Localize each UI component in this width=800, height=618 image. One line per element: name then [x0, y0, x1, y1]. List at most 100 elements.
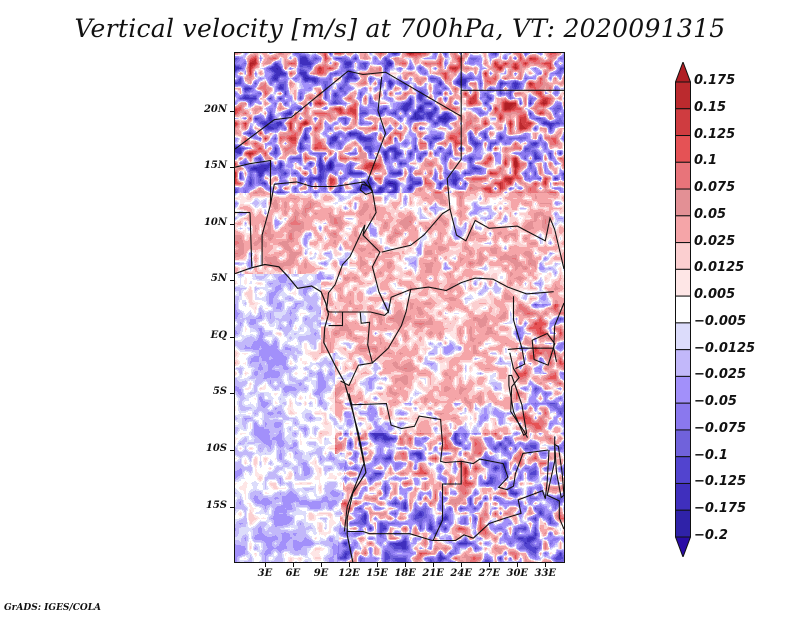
border-line: [343, 393, 365, 532]
y-tick: [230, 110, 234, 112]
y-tick: [230, 336, 234, 338]
border-line: [461, 449, 549, 491]
colorbar-label: −0.075: [694, 420, 747, 436]
colorbar-label: −0.2: [694, 528, 728, 543]
x-tick: [320, 563, 322, 567]
grads-credit: GrADS: IGES/COLA: [4, 603, 102, 613]
lake-victoria: [531, 332, 556, 366]
colorbar-swatch: [675, 429, 691, 458]
y-tick-label: 5N: [210, 273, 227, 285]
y-tick-label: 20N: [203, 103, 227, 115]
vertical-velocity-field: [235, 53, 564, 562]
x-tick: [264, 563, 266, 567]
y-tick: [230, 223, 234, 225]
x-tick: [405, 563, 407, 567]
colorbar-label: −0.1: [694, 447, 728, 463]
y-tick-label: 15S: [205, 499, 227, 511]
colorbar-swatch: [675, 161, 691, 190]
colorbar-swatch: [675, 188, 691, 217]
x-tick-label: 18E: [394, 568, 416, 579]
colorbar-swatch: [675, 108, 691, 137]
colorbar-label: −0.0125: [694, 340, 756, 356]
colorbar-swatch: [675, 268, 691, 297]
border-line: [381, 116, 462, 253]
colorbar-swatch: [675, 482, 691, 511]
colorbar-label: 0.025: [694, 233, 736, 249]
colorbar-label: −0.005: [694, 313, 747, 329]
y-tick-label: 10S: [205, 443, 227, 455]
x-tick-label: 27E: [478, 568, 500, 579]
colorbar-label: 0.1: [694, 153, 718, 169]
colorbar-label: −0.025: [694, 367, 747, 383]
border-line: [348, 393, 462, 541]
map-plot-area: [235, 53, 564, 562]
x-tick-label: 9E: [313, 568, 329, 579]
colorbar-swatch: [675, 81, 691, 110]
x-tick: [377, 563, 379, 567]
colorbar-label: −0.125: [694, 474, 747, 490]
x-tick: [433, 563, 435, 567]
colorbar-swatch: [675, 322, 691, 351]
colorbar-swatch: [675, 349, 691, 377]
x-tick-label: 21E: [422, 568, 444, 579]
border-line: [507, 347, 526, 370]
colorbar-swatch: [675, 135, 691, 163]
x-tick: [545, 563, 547, 567]
lake-malawi: [554, 443, 564, 499]
border-line: [326, 224, 366, 310]
colorbar-swatch: [675, 242, 691, 270]
border-line: [512, 296, 564, 349]
x-tick-label: 6E: [285, 568, 301, 579]
colorbar-label: 0.05: [694, 206, 727, 222]
border-line: [235, 159, 389, 317]
y-tick: [230, 506, 234, 508]
colorbar-swatch: [675, 295, 691, 324]
x-tick-label: 3E: [257, 568, 273, 579]
y-tick: [230, 167, 234, 169]
lake-tanganyika: [508, 374, 528, 437]
border-line: [449, 208, 564, 270]
colorbar-extend-top: [675, 62, 691, 83]
x-tick-label: 30E: [506, 568, 529, 579]
chart-title: Vertical velocity [m/s] at 700hPa, VT: 2…: [74, 14, 726, 43]
colorbar-extend-bottom: [675, 536, 691, 557]
y-tick-label: 10N: [203, 216, 227, 228]
y-tick: [230, 280, 234, 282]
colorbar-swatch: [675, 375, 691, 404]
y-tick-label: EQ: [210, 329, 227, 341]
border-line: [509, 352, 528, 438]
border-line: [261, 204, 272, 266]
colorbar-swatch: [675, 215, 691, 244]
x-tick: [461, 563, 463, 567]
colorbar-label: 0.175: [694, 73, 736, 88]
border-line: [235, 53, 462, 150]
x-tick-label: 24E: [450, 568, 472, 579]
border-line: [249, 212, 253, 267]
border-line: [367, 76, 387, 192]
colorbar-label: 0.15: [694, 99, 727, 115]
x-tick: [349, 563, 351, 567]
y-tick: [230, 393, 234, 395]
y-tick: [230, 450, 234, 452]
lake-chad: [359, 183, 374, 196]
border-line: [347, 530, 474, 542]
y-tick-label: 5S: [212, 386, 227, 398]
colorbar: [675, 62, 691, 557]
border-line: [472, 449, 550, 539]
x-tick: [517, 563, 519, 567]
colorbar-swatch: [675, 509, 691, 538]
border-line: [340, 311, 374, 387]
border-line: [328, 312, 344, 327]
colorbar-label: −0.05: [694, 394, 737, 410]
colorbar-label: 0.125: [694, 126, 736, 142]
coastline: [235, 263, 367, 562]
x-tick: [292, 563, 294, 567]
border-line: [546, 436, 564, 530]
colorbar-swatch: [675, 402, 691, 431]
x-tick-label: 15E: [366, 568, 388, 579]
colorbar-label: 0.005: [694, 287, 736, 303]
y-tick-label: 15N: [203, 160, 227, 172]
x-tick-label: 33E: [534, 568, 557, 579]
border-line: [378, 277, 554, 314]
colorbar-swatch: [675, 456, 691, 484]
